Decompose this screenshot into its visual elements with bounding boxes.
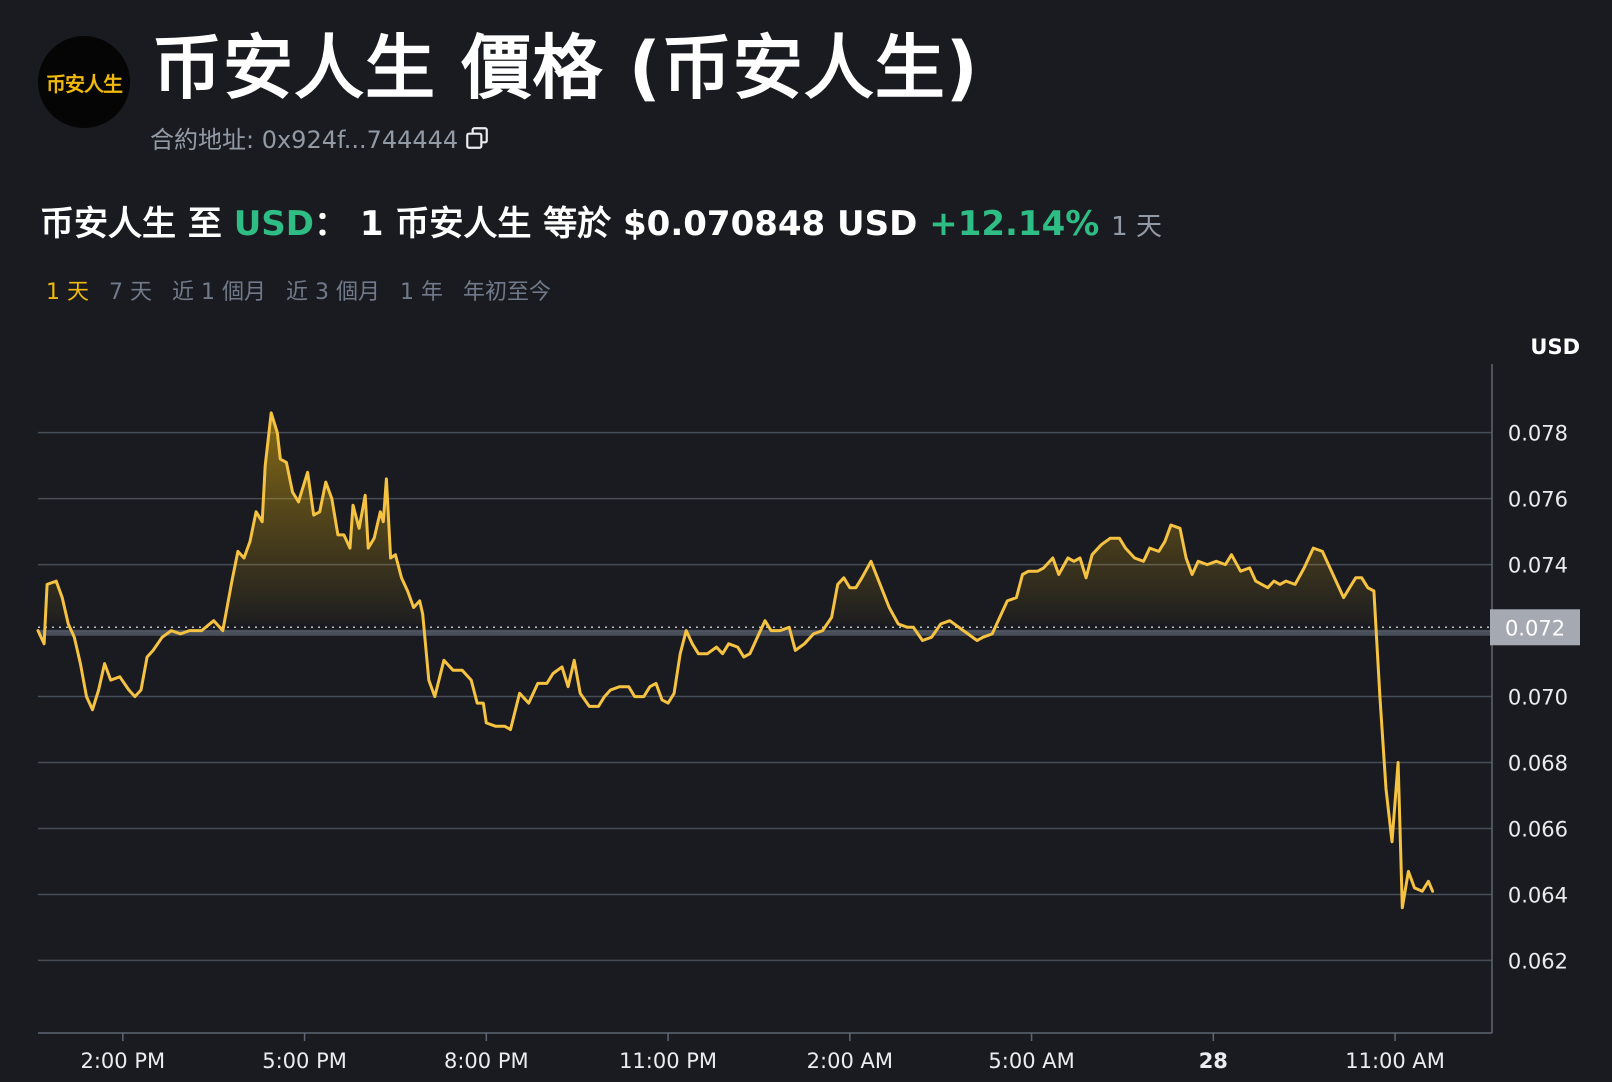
tab-ytd[interactable]: 年初至今: [462, 280, 551, 305]
x-tick-label: 5:00 AM: [988, 1049, 1074, 1073]
y-tick-label: 0.062: [1508, 949, 1568, 973]
price-statement: 1 币安人生 等於 $0.070848 USD: [359, 204, 918, 244]
pair-separator: ：: [314, 204, 349, 244]
contract-address: 合約地址: 0x924f...744444: [150, 120, 490, 155]
time-range-tabs: 1 天 7 天 近 1 個月 近 3 個月 1 年 年初至今: [46, 274, 551, 306]
price-summary: 币安人生 至 USD： 1 币安人生 等於 $0.070848 USD +12.…: [40, 196, 1162, 245]
tab-1y[interactable]: 1 年: [399, 280, 443, 305]
x-tick-label: 11:00 AM: [1345, 1049, 1445, 1073]
x-tick-label: 11:00 PM: [619, 1049, 717, 1073]
x-tick-label: 2:00 PM: [81, 1049, 166, 1073]
page-title: 币安人生 價格 (币安人生): [152, 27, 979, 109]
tab-7d[interactable]: 7 天: [109, 280, 152, 305]
price-area-fill: [45, 412, 1376, 624]
y-tick-label: 0.070: [1508, 686, 1568, 710]
y-tick-label: 0.066: [1508, 817, 1568, 841]
pair-from: 币安人生 至: [40, 204, 222, 244]
x-tick-label: 5:00 PM: [262, 1049, 347, 1073]
token-logo-text: 币安人生: [46, 71, 123, 96]
y-tick-label: 0.064: [1508, 883, 1568, 907]
change-period: 1 天: [1111, 212, 1162, 242]
pair-to: USD: [233, 204, 315, 244]
x-tick-label: 8:00 PM: [444, 1049, 529, 1073]
price-line: [36, 411, 1435, 910]
x-tick-label: 2:00 AM: [807, 1049, 893, 1073]
reference-price-tag: [1490, 609, 1580, 646]
y-tick-label: 0.078: [1508, 422, 1568, 446]
tab-3m[interactable]: 近 3 個月: [285, 280, 380, 305]
y-tick-label: 0.076: [1508, 488, 1568, 512]
y-tick-label: 0.074: [1508, 554, 1568, 578]
contract-address-label: 合約地址: 0x924f...744444: [150, 126, 459, 154]
y-axis-unit-label: USD: [1530, 335, 1580, 359]
tab-1m[interactable]: 近 1 個月: [172, 280, 266, 305]
tab-1d[interactable]: 1 天: [46, 280, 89, 305]
reference-price-label: 0.072: [1505, 616, 1565, 640]
price-change: +12.14%: [929, 204, 1100, 244]
y-tick-label: 0.068: [1508, 752, 1568, 776]
token-logo: 币安人生: [38, 36, 130, 128]
x-tick-label: 28: [1199, 1049, 1228, 1073]
copy-icon[interactable]: [464, 125, 490, 151]
